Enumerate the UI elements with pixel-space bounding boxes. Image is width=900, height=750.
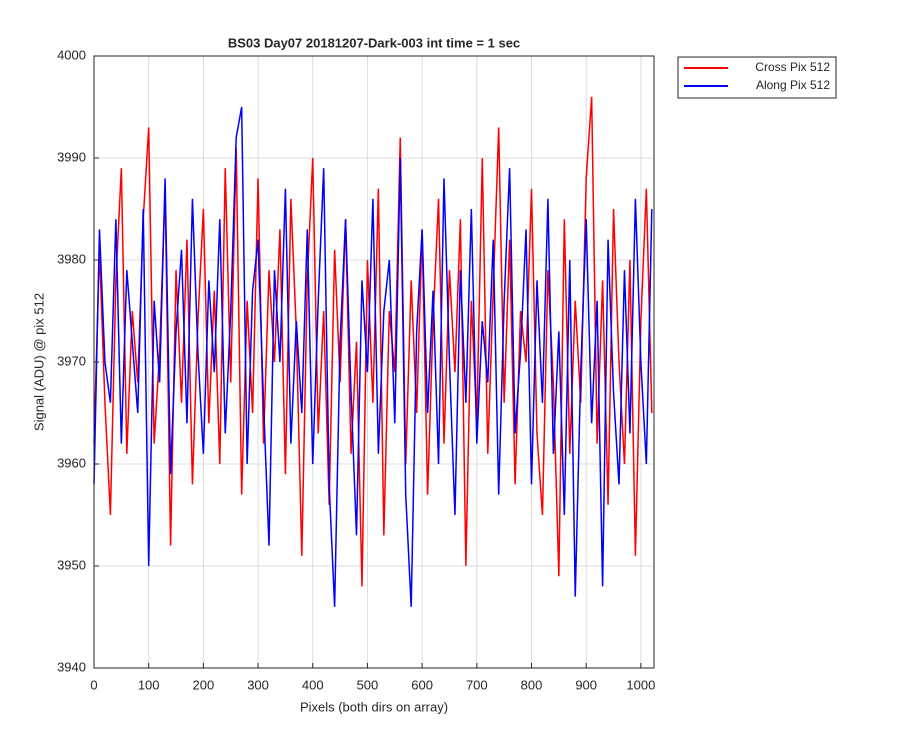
x-tick-label: 800 xyxy=(521,677,543,692)
x-tick-label: 400 xyxy=(302,677,324,692)
ticks: 0 100 200 300 400 500 600 700 800 900 1000 3940 3950… xyxy=(57,47,655,692)
x-tick-label: 100 xyxy=(138,677,160,692)
x-tick-label: 500 xyxy=(357,677,379,692)
y-tick-label: 4000 xyxy=(57,47,86,62)
x-tick-label: 700 xyxy=(466,677,488,692)
y-axis-label: Signal (ADU) @ pix 512 xyxy=(31,293,46,431)
y-tick-label: 3980 xyxy=(57,251,86,266)
legend: Cross Pix 512 Along Pix 512 xyxy=(677,56,837,99)
series-line xyxy=(93,96,653,587)
y-tick-label: 3970 xyxy=(57,353,86,368)
legend-box xyxy=(677,56,837,99)
x-axis-label: Pixels (both dirs on array) xyxy=(300,699,448,714)
legend-label: Cross Pix 512 xyxy=(755,60,830,74)
y-tick-label: 3960 xyxy=(57,455,86,470)
y-tick-label: 3940 xyxy=(57,659,86,674)
x-tick-label: 200 xyxy=(193,677,215,692)
x-tick-label: 600 xyxy=(411,677,433,692)
y-tick-label: 3950 xyxy=(57,557,86,572)
legend-label: Along Pix 512 xyxy=(756,78,830,92)
lines xyxy=(93,96,653,607)
series-line xyxy=(93,106,653,607)
x-tick-label: 900 xyxy=(575,677,597,692)
x-tick-label: 0 xyxy=(90,677,97,692)
y-tick-label: 3990 xyxy=(57,149,86,164)
x-tick-label: 1000 xyxy=(626,677,655,692)
x-tick-label: 300 xyxy=(247,677,269,692)
chart-title: BS03 Day07 20181207-Dark-003 int time = … xyxy=(228,35,520,50)
